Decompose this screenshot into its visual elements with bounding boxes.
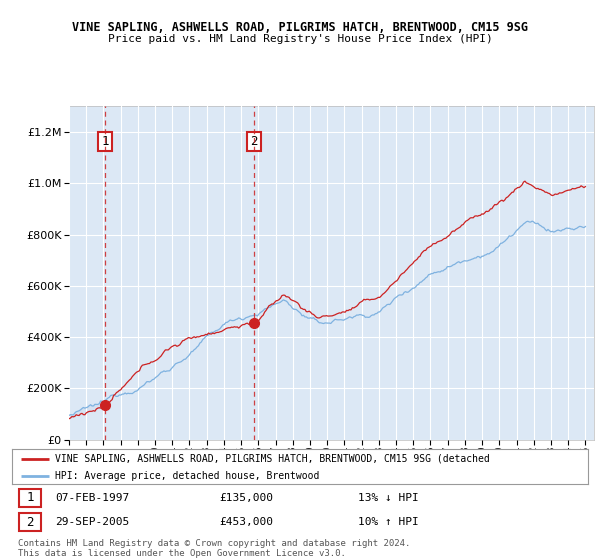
Text: £135,000: £135,000 xyxy=(220,493,274,503)
Text: Contains HM Land Registry data © Crown copyright and database right 2024.
This d: Contains HM Land Registry data © Crown c… xyxy=(18,539,410,558)
Text: 2: 2 xyxy=(250,135,258,148)
Text: 1: 1 xyxy=(26,491,34,504)
Text: HPI: Average price, detached house, Brentwood: HPI: Average price, detached house, Bren… xyxy=(55,470,320,480)
Text: 10% ↑ HPI: 10% ↑ HPI xyxy=(358,517,418,527)
Text: 13% ↓ HPI: 13% ↓ HPI xyxy=(358,493,418,503)
Text: VINE SAPLING, ASHWELLS ROAD, PILGRIMS HATCH, BRENTWOOD, CM15 9SG: VINE SAPLING, ASHWELLS ROAD, PILGRIMS HA… xyxy=(72,21,528,34)
Text: VINE SAPLING, ASHWELLS ROAD, PILGRIMS HATCH, BRENTWOOD, CM15 9SG (detached: VINE SAPLING, ASHWELLS ROAD, PILGRIMS HA… xyxy=(55,454,490,464)
Text: 07-FEB-1997: 07-FEB-1997 xyxy=(55,493,130,503)
FancyBboxPatch shape xyxy=(19,513,41,531)
Text: 29-SEP-2005: 29-SEP-2005 xyxy=(55,517,130,527)
Text: 2: 2 xyxy=(26,516,34,529)
Text: 1: 1 xyxy=(101,135,109,148)
FancyBboxPatch shape xyxy=(19,488,41,507)
Text: Price paid vs. HM Land Registry's House Price Index (HPI): Price paid vs. HM Land Registry's House … xyxy=(107,34,493,44)
Text: £453,000: £453,000 xyxy=(220,517,274,527)
